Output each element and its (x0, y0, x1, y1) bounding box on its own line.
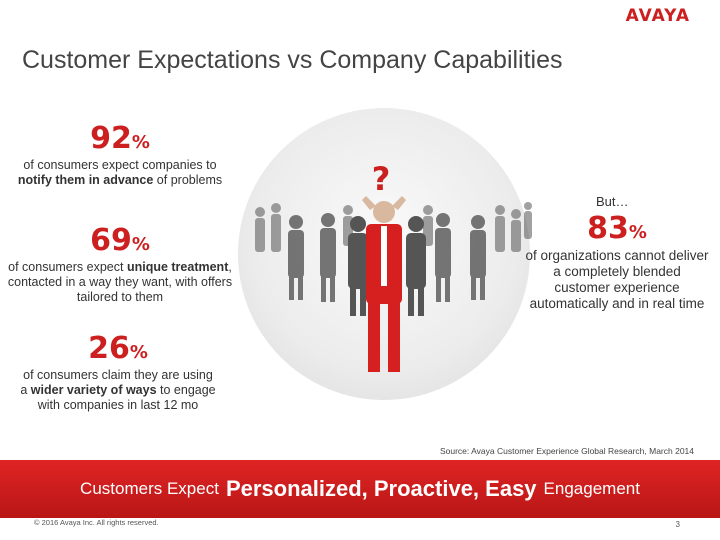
stat-description: of consumers claim they are using a wide… (20, 368, 216, 412)
slide-title: Customer Expectations vs Company Capabil… (22, 46, 563, 74)
stat-description: of consumers expect unique treatment, co… (7, 260, 233, 304)
stat-26: 26% of consumers claim they are using a … (20, 334, 216, 413)
avaya-logo: AVAYA (625, 6, 690, 26)
but-label: But… (596, 194, 629, 209)
question-mark: ? (372, 160, 391, 198)
source-note: Source: Avaya Customer Experience Global… (439, 446, 694, 456)
stat-number: 83% (587, 211, 647, 246)
stat-69: 69% of consumers expect unique treatment… (4, 226, 236, 305)
crowd-with-confused-person-icon: ? (255, 160, 532, 372)
stat-description: of organizations cannot deliver a comple… (525, 248, 709, 311)
stat-description: of consumers expect companies to notify … (17, 158, 223, 187)
stat-number: 92% (90, 121, 150, 156)
stat-92: 92% of consumers expect companies to not… (14, 124, 226, 188)
stat-number: 26% (88, 331, 148, 366)
banner-pre: Customers Expect (80, 479, 219, 498)
stat-number: 69% (90, 223, 150, 258)
banner-post: Engagement (543, 479, 640, 498)
banner-emphasis: Personalized, Proactive, Easy (225, 476, 537, 501)
stat-83: 83% of organizations cannot deliver a co… (524, 214, 710, 312)
bottom-banner: Customers Expect Personalized, Proactive… (0, 460, 720, 518)
page-number: 3 (675, 520, 680, 529)
copyright: © 2016 Avaya Inc. All rights reserved. (34, 518, 159, 527)
